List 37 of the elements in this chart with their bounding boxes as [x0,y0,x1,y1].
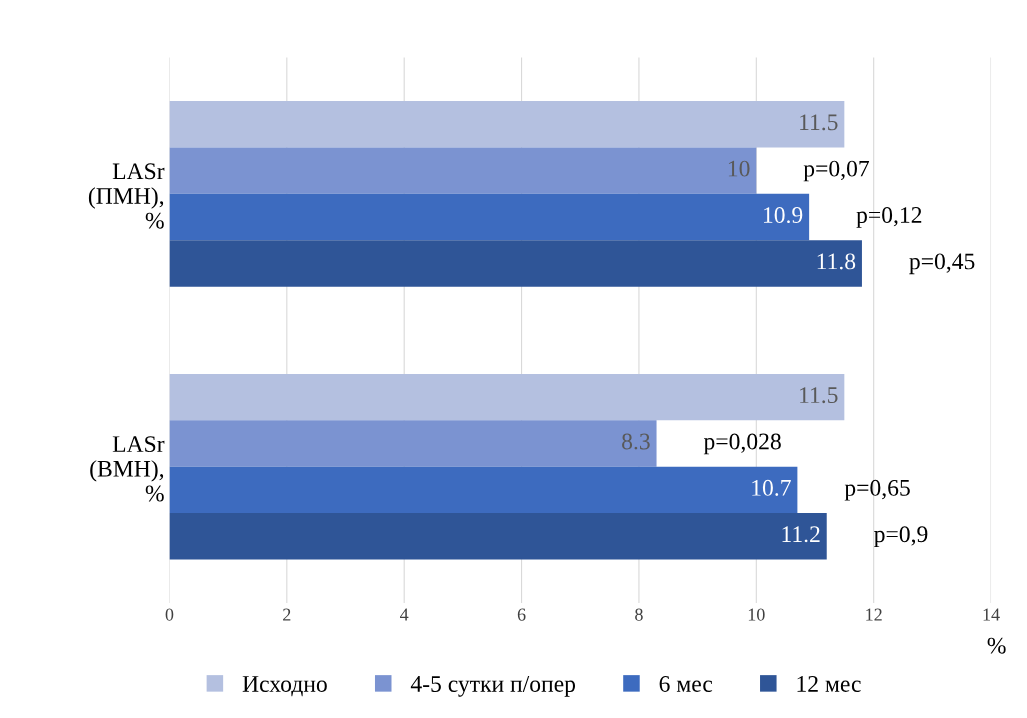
data-label: 11.2 [782,526,820,543]
x-tick-label: 0 [165,608,174,621]
bar [169,101,845,148]
annotation: p=0,65 [844,479,910,501]
bar [169,466,798,514]
x-tick-label: 4 [400,608,409,621]
annotation: p=0,12 [856,207,922,228]
data-label: 8.3 [622,433,650,450]
y-tick-label: LASr (ВМН), % [90,436,165,502]
x-tick-label: 8 [635,608,643,621]
data-label: 10 [728,160,750,177]
annotation: p=0,07 [803,160,870,182]
data-label: 11.5 [800,114,838,131]
legend-label: 6 мес [659,676,713,692]
y-tick-label: LASr (ПМН), % [88,163,165,229]
bar [169,240,862,287]
annotation: p=0,45 [909,253,975,275]
x-tick-label: 14 [983,608,1000,621]
x-tick-label: 12 [866,608,882,621]
x-tick-label: 6 [517,608,526,621]
data-label: 11.5 [800,387,838,404]
x-axis-title: % [987,637,1006,654]
bar [169,193,810,241]
data-label: 10.9 [764,207,803,224]
x-tick-label: 10 [748,608,765,621]
legend-label: 12 мес [797,676,861,692]
legend-label: 4-5 сутки п/опер [410,676,576,697]
legend-label: Исходно [242,676,327,697]
bar [169,147,757,194]
annotation: p=0,9 [874,526,928,547]
data-label: 10.7 [752,479,791,496]
annotation: p=0,028 [703,433,781,455]
bar [169,420,657,467]
bar [169,373,845,421]
data-label: 11.8 [817,253,856,270]
bar [169,513,827,560]
x-tick-label: 2 [283,608,291,621]
